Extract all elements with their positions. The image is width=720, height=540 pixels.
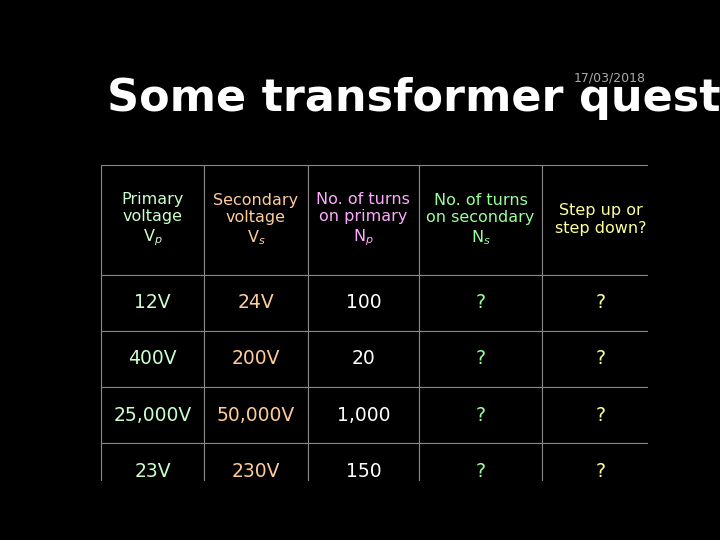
Bar	[419, 387, 542, 443]
Text: 50,000V: 50,000V	[217, 406, 295, 424]
Bar	[542, 443, 660, 500]
Bar	[307, 275, 419, 331]
Bar	[101, 275, 204, 331]
Text: 400V: 400V	[128, 349, 177, 368]
Bar	[204, 275, 307, 331]
Bar	[204, 165, 307, 275]
Text: 23V: 23V	[135, 462, 171, 481]
Text: ?: ?	[595, 462, 606, 481]
Text: 230V: 230V	[232, 462, 280, 481]
Text: 1,000: 1,000	[337, 406, 390, 424]
Text: 200V: 200V	[232, 349, 280, 368]
Bar	[542, 387, 660, 443]
Text: ?: ?	[476, 349, 485, 368]
Bar	[101, 331, 204, 387]
Bar	[542, 275, 660, 331]
Bar	[419, 275, 542, 331]
Bar	[204, 443, 307, 500]
Bar	[542, 331, 660, 387]
Text: ?: ?	[595, 349, 606, 368]
Bar	[307, 443, 419, 500]
Text: ?: ?	[476, 293, 485, 312]
Text: 12V: 12V	[135, 293, 171, 312]
Bar	[542, 165, 660, 275]
Text: 100: 100	[346, 293, 381, 312]
Bar	[307, 331, 419, 387]
Text: ?: ?	[476, 406, 485, 424]
Text: Secondary
voltage
V$_s$: Secondary voltage V$_s$	[213, 193, 299, 247]
Bar	[307, 165, 419, 275]
Text: No. of turns
on primary
N$_p$: No. of turns on primary N$_p$	[317, 192, 410, 247]
Text: No. of turns
on secondary
N$_s$: No. of turns on secondary N$_s$	[426, 193, 535, 247]
Text: Step up or
step down?: Step up or step down?	[555, 204, 647, 236]
Bar	[204, 331, 307, 387]
Bar	[419, 443, 542, 500]
Bar	[419, 165, 542, 275]
Bar	[419, 331, 542, 387]
Bar	[101, 387, 204, 443]
Bar	[101, 443, 204, 500]
Text: 17/03/2018: 17/03/2018	[573, 71, 645, 84]
Text: 24V: 24V	[238, 293, 274, 312]
Text: 25,000V: 25,000V	[114, 406, 192, 424]
Text: ?: ?	[476, 462, 485, 481]
Bar	[101, 165, 204, 275]
Text: Primary
voltage
V$_p$: Primary voltage V$_p$	[122, 192, 184, 247]
Bar	[204, 387, 307, 443]
Text: ?: ?	[595, 406, 606, 424]
Text: 150: 150	[346, 462, 381, 481]
Text: Some transformer questions: Some transformer questions	[107, 77, 720, 120]
Text: ?: ?	[595, 293, 606, 312]
Text: 20: 20	[351, 349, 375, 368]
Bar	[307, 387, 419, 443]
